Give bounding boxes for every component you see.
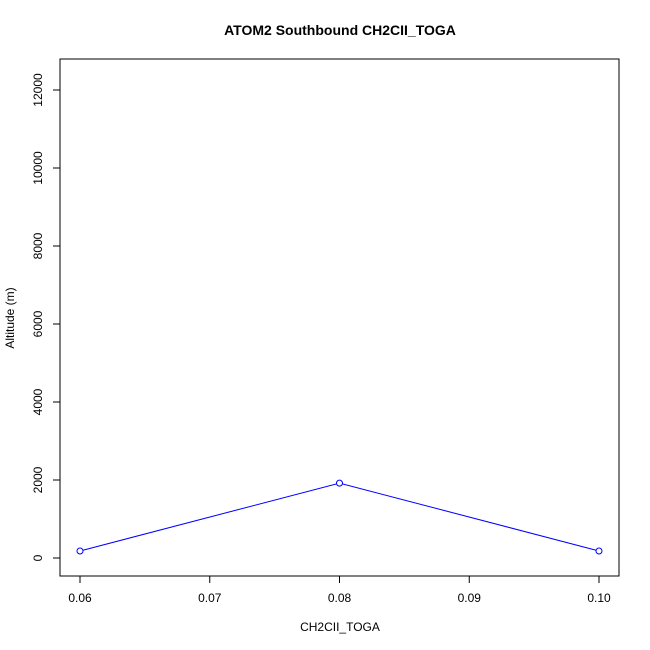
y-tick-label: 0 [31,554,45,561]
y-tick-label: 2000 [31,466,45,493]
chart-title: ATOM2 Southbound CH2CII_TOGA [224,22,456,38]
y-axis: 0 2000 4000 6000 8000 10000 12000 [31,73,61,561]
data-point [595,547,603,555]
x-axis: 0.06 0.07 0.08 0.09 0.10 [68,575,611,605]
y-axis-label: Altitude (m) [3,287,17,348]
plot-frame [59,58,620,577]
x-tick-label: 0.07 [198,591,222,605]
y-tick-label: 8000 [31,232,45,259]
y-tick-label: 4000 [31,388,45,415]
series-line [79,482,600,552]
x-tick-label: 0.10 [587,591,611,605]
x-axis-label: CH2CII_TOGA [300,620,380,634]
y-tick-label: 6000 [31,310,45,337]
x-tick-label: 0.06 [68,591,92,605]
series-layer [76,479,603,555]
y-tick-label: 10000 [31,151,45,185]
x-tick-label: 0.08 [328,591,352,605]
data-point [336,479,343,487]
y-tick-label: 12000 [31,73,45,107]
x-tick-label: 0.09 [458,591,482,605]
data-point [76,547,84,555]
